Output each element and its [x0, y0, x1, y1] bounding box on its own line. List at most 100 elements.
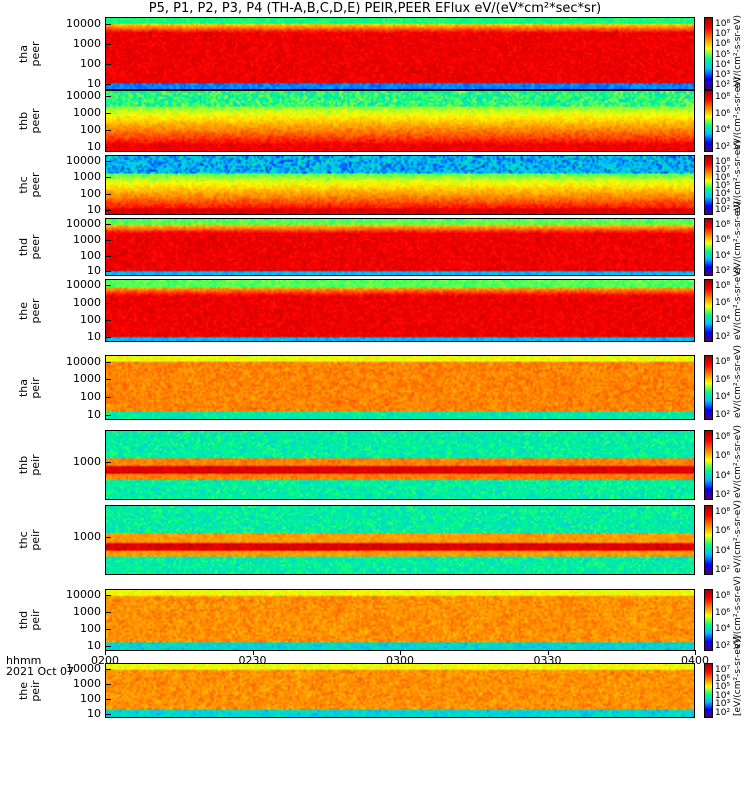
x-axis-label: hhmm	[6, 654, 42, 667]
colorbar-tick-label: 10⁴	[715, 250, 731, 261]
spectrogram-panel	[105, 279, 695, 342]
x-tick-mark	[547, 650, 549, 655]
x-tick-mark	[400, 650, 401, 655]
spectrogram-panel	[105, 17, 695, 90]
spectrogram-panel	[105, 155, 695, 215]
y-tick-label: 100	[80, 312, 101, 326]
colorbar-tick-label: 10²	[715, 80, 731, 90]
colorbar-tick-label: 10⁸	[715, 19, 731, 29]
panel-label: thd peir	[17, 609, 42, 631]
y-tick-label: 10	[87, 264, 101, 278]
colorbar-tick-label: 10⁷	[715, 665, 731, 675]
colorbar-tick-label: 10⁶	[715, 108, 731, 119]
colorbar-tick-label: 10²	[715, 205, 731, 215]
panel-label: the peer	[17, 297, 42, 324]
panel-label: thc peir	[17, 529, 42, 551]
colorbar-tick-label: 10⁶	[715, 298, 731, 308]
y-tick-label: 10000	[66, 154, 101, 167]
colorbar-tick-label: 10⁴	[715, 125, 731, 136]
spectrogram-panel	[105, 663, 695, 718]
panel-label: thb peir	[17, 454, 42, 476]
y-tick-mark	[105, 64, 111, 66]
colorbar-tick-label: 10²	[715, 410, 731, 420]
colorbar-tick-label: 10⁵	[715, 181, 731, 191]
y-tick-mark	[105, 713, 111, 715]
colorbar-tick-label: 10⁵	[715, 49, 731, 60]
spectrogram-image	[106, 431, 694, 499]
y-tick-mark	[105, 44, 111, 46]
colorbar	[704, 663, 713, 718]
colorbar	[704, 505, 713, 575]
y-tick-label: 10000	[66, 17, 101, 31]
colorbar-tick-label: 10⁴	[715, 189, 731, 199]
y-tick-mark	[105, 336, 111, 338]
spectrogram-image	[106, 18, 694, 89]
x-tick-mark	[252, 650, 254, 655]
y-tick-mark	[105, 414, 111, 416]
y-tick-mark	[105, 84, 111, 86]
y-tick-mark	[105, 223, 111, 225]
colorbar	[704, 218, 713, 276]
x-tick-label: 0300	[386, 654, 414, 667]
spectrogram-image	[106, 664, 694, 717]
y-tick-mark	[105, 271, 111, 273]
colorbar-tick-label: 10⁵	[715, 682, 731, 693]
y-tick-mark	[105, 629, 111, 631]
y-tick-label: 10	[87, 203, 101, 217]
colorbar-tick-label: 10²	[715, 142, 731, 152]
y-tick-label: 10	[87, 77, 101, 91]
y-tick-label: 10	[87, 140, 101, 154]
colorbar-tick-label: 10⁴	[715, 470, 731, 481]
spectrogram-panel	[105, 589, 695, 651]
y-tick-mark	[105, 24, 111, 26]
colorbar	[704, 17, 713, 90]
colorbar-tick-label: 10⁸	[715, 220, 731, 230]
colorbar-tick-label: 10⁶	[715, 673, 731, 684]
colorbar-tick-label: 10²	[715, 332, 731, 342]
y-tick-label: 10000	[66, 661, 101, 675]
colorbar	[704, 279, 713, 342]
spectrogram-panel	[105, 90, 695, 152]
y-tick-label: 1000	[73, 295, 101, 309]
y-tick-label: 10000	[66, 278, 101, 292]
y-tick-label: 100	[80, 186, 101, 200]
colorbar-tick-label: 10⁶	[715, 451, 731, 462]
y-tick-label: 100	[80, 390, 101, 404]
colorbar-tick-label: 10⁴	[715, 315, 731, 325]
y-tick-mark	[105, 113, 111, 115]
y-tick-mark	[105, 147, 111, 149]
spectrogram-image	[106, 156, 694, 214]
colorbar-unit-label: eV/(cm²-s-sr-eV)	[733, 344, 743, 418]
colorbar-tick-label: 10⁷	[715, 29, 731, 40]
colorbar-tick-label: 10⁴	[715, 690, 731, 701]
colorbar-unit-label: eV/(cm²-s-sr-eV)	[733, 266, 743, 340]
chart-title: P5, P1, P2, P3, P4 (TH-A,B,C,D,E) PEIR,P…	[148, 1, 602, 16]
colorbar-tick-label: 10²	[715, 641, 731, 651]
y-tick-mark	[105, 130, 111, 132]
y-tick-mark	[105, 595, 111, 597]
spectrogram-image	[106, 356, 694, 419]
colorbar-tick-label: 10⁸	[715, 281, 731, 291]
y-tick-label: 10000	[66, 89, 101, 103]
y-tick-label: 1000	[73, 170, 101, 184]
y-tick-label: 1000	[73, 232, 101, 246]
y-tick-mark	[105, 646, 111, 648]
y-tick-label: 10	[87, 639, 101, 653]
y-tick-mark	[105, 698, 111, 700]
y-tick-label: 1000	[73, 454, 101, 468]
x-tick-label: 0330	[533, 654, 562, 667]
spectrogram-panel	[105, 430, 695, 500]
spectrogram-panel	[105, 218, 695, 276]
colorbar-tick-label: 10⁴	[715, 624, 731, 635]
y-tick-mark	[105, 612, 111, 614]
colorbar-tick-label: 10²	[715, 565, 731, 575]
y-tick-mark	[105, 161, 111, 162]
colorbar	[704, 355, 713, 420]
y-tick-mark	[105, 397, 111, 399]
y-tick-mark	[105, 302, 111, 304]
colorbar-tick-label: 10⁸	[715, 507, 731, 517]
colorbar-tick-label: 10³	[715, 197, 731, 207]
y-tick-label: 100	[80, 622, 101, 636]
spectrogram-image	[106, 219, 694, 275]
